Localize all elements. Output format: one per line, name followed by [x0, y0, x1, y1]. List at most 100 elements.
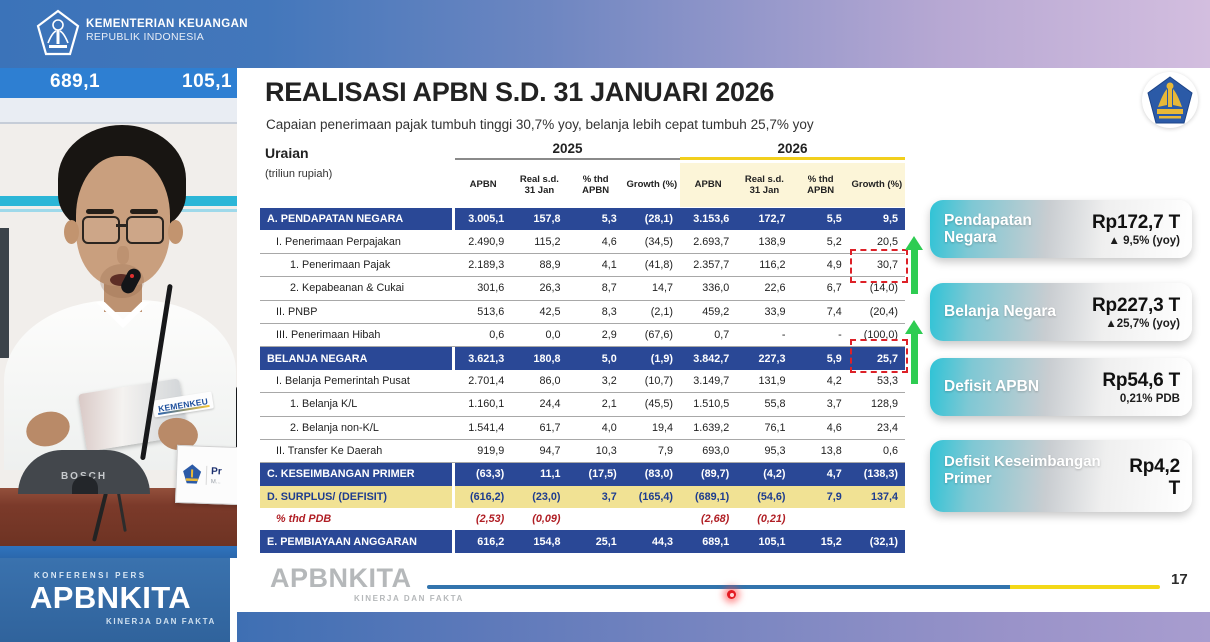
speaker-ear: [64, 220, 79, 244]
apbnkita-brand-panel: KONFERENSI PERS APBNKITA KINERJA DAN FAK…: [0, 558, 230, 642]
table-cell: 3.621,3: [468, 352, 505, 365]
page-number: 17: [1171, 571, 1188, 588]
table-row: A. PENDAPATAN NEGARA 3.005,1 157,8 5,3 (28,1…: [260, 208, 905, 231]
table-cell: (138,3): [863, 468, 898, 481]
column-header: Real s.d. 31 Jan: [736, 163, 793, 207]
table-cell: [624, 508, 680, 530]
projection-number: 105,1: [182, 71, 233, 92]
row-label: A. PENDAPATAN NEGARA: [260, 208, 452, 231]
column-header: Growth (%): [626, 179, 678, 191]
budget-table-body: A. PENDAPATAN NEGARA 3.005,1 157,8 5,3 (28,1…: [260, 208, 905, 553]
ministry-name: KEMENTERIAN KEUANGAN: [86, 18, 248, 30]
row-label: BELANJA NEGARA: [260, 347, 452, 370]
table-row: E. PEMBIAYAAN ANGGARAN 616,2 154,8 25,1 44,3…: [260, 530, 905, 553]
speaker-face: [76, 156, 170, 286]
row-label: 1. Belanja K/L: [290, 398, 358, 411]
desk-front-panel: [0, 546, 237, 558]
column-header: APBN: [680, 163, 737, 207]
card-growth: ▲25,7% (yoy): [1105, 317, 1180, 330]
table-cell: 154,8: [533, 535, 561, 548]
table-cell: 2,9: [601, 329, 617, 342]
table-cell: 13,8: [820, 445, 842, 458]
card-label: Defisit Keseimbangan Primer: [944, 453, 1101, 487]
year-2026-header: 2026: [680, 141, 905, 160]
column-header: % thd APBN: [582, 173, 610, 196]
table-row: 2. Kepabeanan & Cukai 301,6 26,3 8,7 14,7 336…: [260, 277, 905, 301]
table-cell: 15,2: [820, 535, 842, 548]
row-label: 2. Kepabeanan & Cukai: [290, 282, 405, 295]
slide-title: REALISASI APBN S.D. 31 JANUARI 2026: [265, 77, 775, 107]
table-cell: 23,4: [876, 421, 898, 434]
table-row: I. Belanja Pemerintah Pusat 2.701,4 86,0 3,…: [260, 370, 905, 394]
column-header: Real s.d. 31 Jan: [519, 173, 559, 196]
slide-progress-line: [427, 585, 1160, 589]
projection-number: 689,1: [50, 71, 101, 92]
table-cell: 2.189,3: [468, 258, 505, 271]
highlight-box-belanja-growth: [850, 339, 908, 373]
table-row: I. Penerimaan Perpajakan 2.490,9 115,2 4,6 (…: [260, 230, 905, 254]
table-cell: 5,9: [826, 352, 842, 365]
table-cell: 25,7: [876, 352, 898, 365]
table-row-header-title: Uraian: [265, 145, 309, 161]
table-row: % thd PDB (2,53) (0,09) (2,68) (0,21): [260, 508, 905, 530]
card-value: Rp172,7 T: [1092, 211, 1180, 233]
nameplate-pentagon-icon: [183, 464, 202, 484]
slide-subtitle: Capaian penerimaan pajak tumbuh tinggi 3…: [266, 117, 814, 132]
table-cell: 88,9: [539, 258, 561, 271]
watermark-logo: APBNKITA: [270, 563, 412, 593]
table-cell: 11,1: [540, 468, 561, 481]
table-cell: 7,9: [826, 490, 842, 503]
table-cell: 157,8: [533, 213, 561, 226]
card-label: Belanja Negara: [944, 303, 1056, 321]
table-cell: 128,9: [870, 398, 898, 411]
table-cell: [849, 508, 905, 530]
table-cell: (2,53): [476, 513, 505, 526]
brand-tagline: KINERJA DAN FAKTA: [106, 617, 216, 626]
row-label: D. SURPLUS/ (DEFISIT): [260, 485, 452, 509]
table-cell: 689,1: [702, 535, 730, 548]
table-cell: 3.842,7: [693, 352, 730, 365]
table-cell: (0,09): [532, 513, 561, 526]
table-row: 2. Belanja non-K/L 1.541,4 61,7 4,0 19,4 1.63…: [260, 417, 905, 440]
summary-card: Pendapatan Negara Rp172,7 T ▲ 9,5% (yoy): [930, 200, 1192, 258]
kemenkeu-emblem-icon: [1142, 72, 1198, 128]
table-row: III. Penerimaan Hibah 0,6 0,0 2,9 (67,6) 0,7 -…: [260, 324, 905, 348]
table-cell: 19,4: [651, 421, 673, 434]
presentation-slide: REALISASI APBN S.D. 31 JANUARI 2026 Capa…: [237, 68, 1210, 612]
table-cell: 76,1: [764, 421, 786, 434]
table-cell: 105,1: [758, 535, 786, 548]
table-row: D. SURPLUS/ (DEFISIT) (616,2) (23,0) 3,7 (16…: [260, 485, 905, 509]
table-cell: 3,7: [826, 398, 842, 411]
table-cell: 3.149,7: [693, 374, 730, 387]
table-cell: 10,3: [595, 445, 617, 458]
table-cell: (17,5): [588, 468, 617, 481]
speaker-nose: [117, 246, 129, 264]
progress-line-yellow: [1010, 585, 1160, 589]
table-cell: (20,4): [869, 305, 898, 318]
table-row: II. Transfer Ke Daerah 919,9 94,7 10,3 7,9 69…: [260, 440, 905, 464]
table-cell: (32,1): [869, 535, 898, 548]
table-cell: (0,21): [757, 513, 786, 526]
table-cell: -: [838, 329, 842, 342]
year-2025-header: 2025: [455, 141, 680, 160]
table-cell: 0,6: [489, 329, 505, 342]
table-cell: 5,0: [601, 352, 617, 365]
year-2025-underline: [455, 158, 680, 160]
table-cell: 30,7: [876, 258, 898, 271]
table-cell: (100,0): [863, 329, 898, 342]
green-up-arrow-icon: [905, 320, 923, 384]
table-cell: 0,0: [545, 329, 561, 342]
progress-line-blue: [427, 585, 1010, 589]
table-cell: 131,9: [758, 374, 786, 387]
table-cell: (41,8): [644, 258, 673, 271]
table-cell: 5,5: [826, 213, 842, 226]
speaker-glasses: [80, 216, 166, 244]
table-cell: 336,0: [702, 282, 730, 295]
column-header: % thd APBN: [792, 163, 849, 207]
summary-card: Belanja Negara Rp227,3 T ▲25,7% (yoy): [930, 283, 1192, 341]
row-label: 1. Penerimaan Pajak: [290, 258, 391, 271]
card-growth: 0,21% PDB: [1119, 392, 1180, 405]
table-cell: [568, 508, 624, 530]
table-cell: 42,5: [539, 305, 561, 318]
